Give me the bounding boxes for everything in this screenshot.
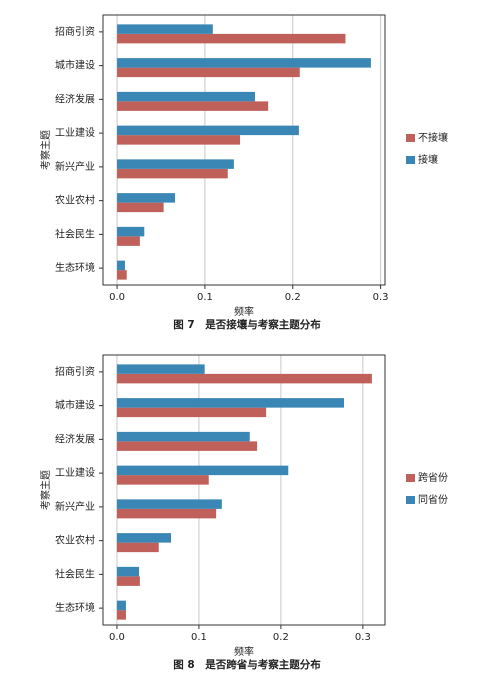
bar — [117, 236, 140, 246]
bar — [117, 159, 234, 169]
bar — [116, 407, 267, 418]
legend-label: 不接壤 — [418, 131, 448, 144]
legend-swatch — [406, 134, 415, 142]
bar — [116, 431, 250, 442]
bar — [116, 600, 126, 611]
bar — [116, 373, 372, 384]
y-tick-label: 社会民生 — [55, 567, 95, 580]
y-tick-label: 新兴产业 — [55, 160, 95, 173]
x-tick-label: 0.0 — [109, 292, 125, 303]
bar — [117, 91, 255, 102]
x-tick-label: 0.1 — [197, 292, 213, 303]
y-tick-label: 农业农村 — [55, 194, 95, 207]
x-tick-label: 0.3 — [373, 292, 389, 303]
y-tick-label: 城市建设 — [55, 59, 95, 72]
y-tick-label: 社会民生 — [55, 227, 95, 240]
bar — [116, 566, 140, 577]
legend-swatch — [406, 156, 415, 164]
bar — [117, 125, 299, 136]
bar — [116, 398, 345, 408]
y-tick-label: 城市建设 — [55, 399, 95, 412]
bar — [116, 533, 172, 543]
y-tick-label: 新兴产业 — [55, 500, 95, 513]
y-tick-label: 工业建设 — [55, 126, 95, 139]
y-tick-label: 农业农村 — [55, 534, 95, 547]
plot-frame — [102, 354, 386, 626]
bar — [116, 542, 159, 553]
x-tick-label: 0.0 — [109, 632, 125, 643]
legend-swatch — [406, 496, 415, 504]
bar — [117, 226, 145, 237]
x-tick-label: 0.1 — [191, 632, 207, 643]
bar — [117, 270, 127, 280]
bar — [117, 24, 213, 34]
x-axis-label: 频率 — [234, 305, 254, 318]
y-tick-label: 招商引资 — [55, 25, 95, 38]
x-tick-label: 0.2 — [273, 632, 289, 643]
y-tick-label: 生态环境 — [55, 601, 95, 614]
legend-swatch — [406, 474, 415, 482]
chart-title: 图 8 是否跨省与考察主题分布 — [173, 658, 321, 671]
chart-title: 图 7 是否接壤与考察主题分布 — [173, 318, 321, 331]
bar — [117, 260, 125, 271]
y-tick-label: 招商引资 — [55, 365, 95, 378]
bar — [116, 465, 289, 476]
bar — [117, 67, 300, 78]
y-axis-label: 考察主题 — [39, 130, 52, 170]
x-axis-label: 频率 — [234, 645, 254, 658]
y-tick-label: 经济发展 — [55, 432, 95, 445]
bar — [117, 193, 176, 203]
y-tick-label: 生态环境 — [55, 261, 95, 274]
bar — [116, 499, 222, 509]
legend-label: 跨省份 — [418, 471, 448, 484]
y-tick-label: 经济发展 — [55, 92, 95, 105]
legend-label: 接壤 — [418, 153, 438, 166]
x-tick-label: 0.3 — [355, 632, 371, 643]
bar — [117, 135, 241, 145]
bar — [116, 610, 126, 620]
bar — [117, 33, 346, 44]
y-axis-label: 考察主题 — [39, 470, 52, 510]
plot-frame — [102, 14, 386, 286]
x-tick-label: 0.2 — [285, 292, 301, 303]
bar — [117, 168, 228, 179]
bar — [116, 364, 205, 374]
bar — [116, 576, 140, 586]
y-tick-label: 工业建设 — [55, 466, 95, 479]
bar — [116, 475, 209, 485]
bar — [117, 101, 269, 111]
bar — [117, 202, 164, 213]
legend-label: 同省份 — [418, 493, 448, 506]
bar — [117, 58, 371, 68]
bar — [116, 508, 217, 519]
bar — [116, 441, 258, 451]
